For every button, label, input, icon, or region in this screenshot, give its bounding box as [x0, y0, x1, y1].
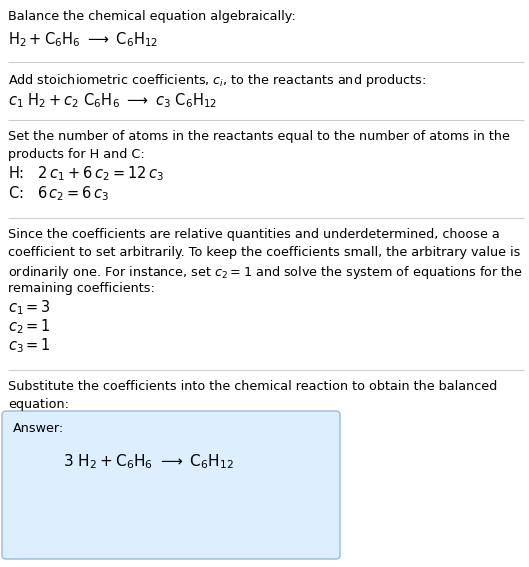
Text: Balance the chemical equation algebraically:: Balance the chemical equation algebraica…: [8, 10, 296, 23]
Text: Add stoichiometric coefficients, $c_i$, to the reactants and products:: Add stoichiometric coefficients, $c_i$, …: [8, 72, 426, 89]
Text: $c_2 = 1$: $c_2 = 1$: [8, 317, 51, 336]
Text: $c_1\ \mathrm{H_2} + c_2\ \mathrm{C_6H_6}\ \longrightarrow\ c_3\ \mathrm{C_6H_{1: $c_1\ \mathrm{H_2} + c_2\ \mathrm{C_6H_6…: [8, 91, 217, 109]
Text: $c_3 = 1$: $c_3 = 1$: [8, 336, 51, 355]
Text: $3\ \mathrm{H_2 + C_6H_6\ \longrightarrow\ C_6H_{12}}$: $3\ \mathrm{H_2 + C_6H_6\ \longrightarro…: [63, 452, 234, 471]
Text: C:   $6\,c_2 = 6\,c_3$: C: $6\,c_2 = 6\,c_3$: [8, 184, 109, 202]
Text: Answer:: Answer:: [13, 422, 64, 435]
Text: coefficient to set arbitrarily. To keep the coefficients small, the arbitrary va: coefficient to set arbitrarily. To keep …: [8, 246, 521, 259]
Text: equation:: equation:: [8, 398, 69, 411]
Text: Since the coefficients are relative quantities and underdetermined, choose a: Since the coefficients are relative quan…: [8, 228, 500, 241]
Text: products for H and C:: products for H and C:: [8, 148, 145, 161]
Text: Set the number of atoms in the reactants equal to the number of atoms in the: Set the number of atoms in the reactants…: [8, 130, 510, 143]
FancyBboxPatch shape: [2, 411, 340, 559]
Text: remaining coefficients:: remaining coefficients:: [8, 282, 155, 295]
Text: $\mathrm{H_2 + C_6H_6\ \longrightarrow\ C_6H_{12}}$: $\mathrm{H_2 + C_6H_6\ \longrightarrow\ …: [8, 30, 158, 49]
Text: ordinarily one. For instance, set $c_2 = 1$ and solve the system of equations fo: ordinarily one. For instance, set $c_2 =…: [8, 264, 523, 281]
Text: $c_1 = 3$: $c_1 = 3$: [8, 298, 51, 317]
Text: Substitute the coefficients into the chemical reaction to obtain the balanced: Substitute the coefficients into the che…: [8, 380, 497, 393]
Text: H:   $2\,c_1 + 6\,c_2 = 12\,c_3$: H: $2\,c_1 + 6\,c_2 = 12\,c_3$: [8, 164, 164, 183]
